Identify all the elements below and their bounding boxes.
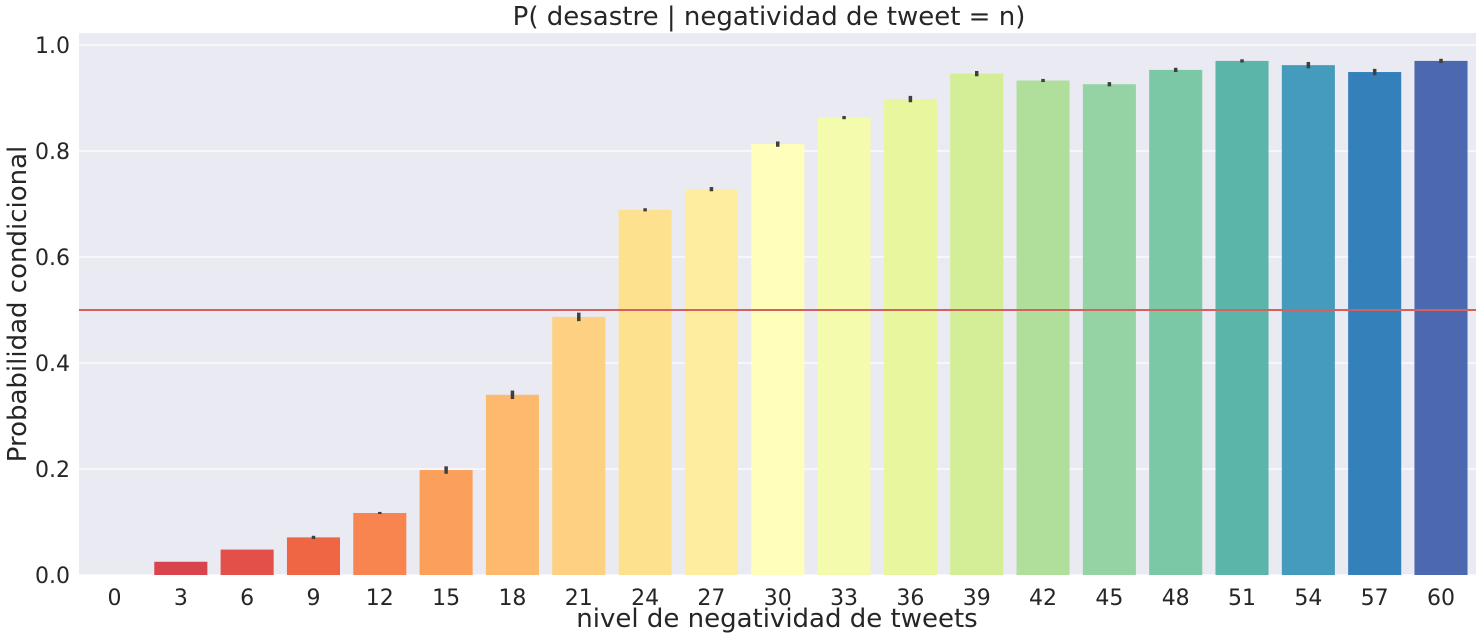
bar xyxy=(552,316,606,575)
x-tick-label: 24 xyxy=(631,586,659,611)
bar xyxy=(1149,69,1203,575)
bar xyxy=(684,189,738,575)
x-tick-label: 39 xyxy=(963,586,991,611)
bar xyxy=(1414,60,1468,575)
bar xyxy=(485,394,539,575)
y-tick-label: 1.0 xyxy=(35,34,70,59)
x-tick-label: 18 xyxy=(498,586,526,611)
x-tick-label: 48 xyxy=(1162,586,1190,611)
bar xyxy=(817,117,871,576)
x-tick-label: 6 xyxy=(240,586,254,611)
y-tick-label: 0.0 xyxy=(35,564,70,589)
error-bars xyxy=(311,58,1443,539)
bar xyxy=(883,99,937,575)
x-tick-label: 9 xyxy=(306,586,320,611)
y-tick-label: 0.2 xyxy=(35,458,70,483)
bar xyxy=(1281,65,1335,575)
bar xyxy=(1215,60,1269,575)
x-tick-label: 45 xyxy=(1095,586,1123,611)
x-tick-label: 30 xyxy=(764,586,792,611)
x-tick-label: 57 xyxy=(1361,586,1389,611)
y-tick-label: 0.4 xyxy=(35,352,70,377)
bar xyxy=(353,512,407,575)
chart-title: P( desastre | negatividad de tweet = n) xyxy=(513,2,1026,32)
x-tick-label: 15 xyxy=(432,586,460,611)
y-tick-labels: 0.0 0.2 0.4 0.6 0.8 1.0 xyxy=(35,34,70,589)
x-tick-label: 21 xyxy=(565,586,593,611)
bar xyxy=(1082,84,1136,575)
bar xyxy=(950,73,1004,576)
y-axis-title: Probabilidad condicional xyxy=(3,146,33,463)
bar xyxy=(220,549,274,575)
x-tick-label: 36 xyxy=(896,586,924,611)
x-tick-label: 54 xyxy=(1294,586,1322,611)
x-tick-label: 12 xyxy=(366,586,394,611)
x-tick-label: 33 xyxy=(830,586,858,611)
x-axis-title: nivel de negatividad de tweets xyxy=(576,604,977,634)
x-tick-label: 60 xyxy=(1427,586,1455,611)
bar xyxy=(618,209,672,575)
x-tick-label: 51 xyxy=(1228,586,1256,611)
bar xyxy=(154,561,208,575)
y-tick-label: 0.8 xyxy=(35,140,70,165)
bar xyxy=(286,537,341,575)
x-tick-label: 0 xyxy=(108,586,122,611)
bar xyxy=(1348,72,1402,575)
x-tick-label: 42 xyxy=(1029,586,1057,611)
bar xyxy=(751,144,805,576)
x-tick-label: 27 xyxy=(697,586,725,611)
bars xyxy=(154,60,1468,576)
bar xyxy=(419,470,473,575)
y-tick-label: 0.6 xyxy=(35,246,70,271)
x-tick-labels: 0 3 6 9 12 15 18 21 24 27 30 33 36 39 42 45 48 51 54 57 60 xyxy=(108,586,1456,611)
x-tick-label: 3 xyxy=(174,586,188,611)
bar xyxy=(1016,80,1070,575)
